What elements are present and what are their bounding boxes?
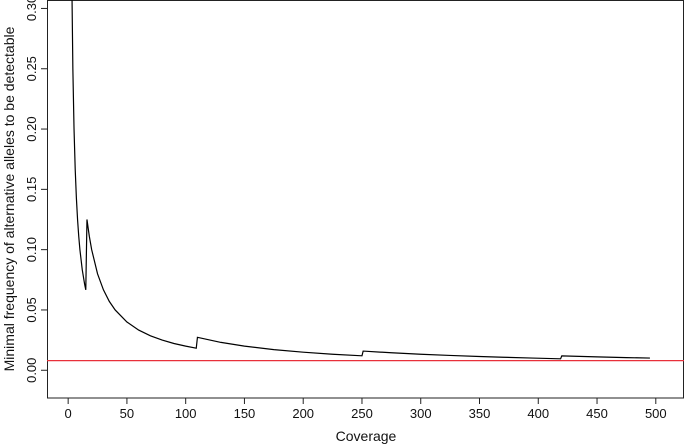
y-tick-label: 0.20 (24, 116, 39, 141)
plot-frame (47, 0, 684, 399)
x-axis-label: Coverage (336, 428, 397, 444)
x-tick-label: 100 (175, 406, 197, 421)
y-tick-label: 0.10 (24, 237, 39, 262)
x-tick-label: 150 (234, 406, 256, 421)
x-tick-label: 300 (410, 406, 432, 421)
x-tick-label: 250 (351, 406, 373, 421)
y-axis-label: Minimal frequency of alternative alleles… (1, 26, 17, 371)
x-tick-label: 350 (469, 406, 491, 421)
x-tick-label: 500 (645, 406, 667, 421)
plot-area (47, 0, 684, 362)
data-line (71, 0, 650, 360)
y-tick-label: 0.30 (24, 0, 39, 21)
y-tick-label: 0.15 (24, 177, 39, 202)
x-tick-label: 50 (120, 406, 134, 421)
x-tick-label: 200 (292, 406, 314, 421)
x-tick-label: 400 (527, 406, 549, 421)
x-tick-label: 450 (586, 406, 608, 421)
y-tick-label: 0.25 (24, 56, 39, 81)
y-tick-label: 0.05 (24, 297, 39, 322)
x-tick-label: 0 (65, 406, 72, 421)
y-tick-label: 0.00 (24, 358, 39, 383)
